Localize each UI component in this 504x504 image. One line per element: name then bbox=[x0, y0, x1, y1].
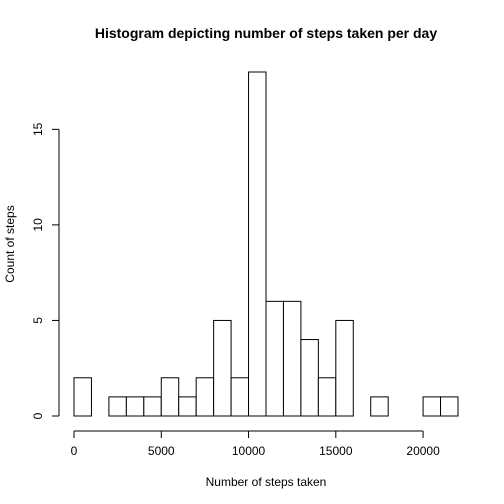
y-tick-label-2: 10 bbox=[31, 218, 45, 232]
bars-group bbox=[73, 71, 459, 417]
y-axis-label: Count of steps bbox=[3, 205, 17, 282]
y-tick-label-0: 0 bbox=[31, 412, 45, 419]
x-tick-label-3: 15000 bbox=[319, 444, 353, 458]
x-axis-label: Number of steps taken bbox=[206, 475, 327, 489]
histogram-bar-8 bbox=[213, 319, 232, 417]
y-tick-label-3: 15 bbox=[31, 122, 45, 136]
histogram-bar-20 bbox=[422, 396, 442, 417]
x-tick-label-1: 5000 bbox=[148, 444, 175, 458]
y-axis: 0 5 10 15 bbox=[31, 122, 60, 419]
histogram-bar-2 bbox=[108, 396, 127, 417]
histogram-bar-9 bbox=[230, 377, 250, 417]
x-tick-label-4: 20000 bbox=[406, 444, 440, 458]
histogram-bar-7 bbox=[195, 377, 215, 417]
x-tick-label-0: 0 bbox=[71, 444, 78, 458]
histogram-bar-17 bbox=[370, 396, 389, 417]
histogram-bar-6 bbox=[178, 396, 197, 417]
histogram-bar-14 bbox=[317, 377, 337, 417]
histogram-bar-15 bbox=[335, 319, 354, 417]
x-tick-label-2: 10000 bbox=[232, 444, 266, 458]
histogram-bar-11 bbox=[265, 300, 284, 417]
histogram-bar-3 bbox=[125, 396, 145, 417]
histogram-bar-10 bbox=[248, 71, 267, 417]
histogram-bar-13 bbox=[300, 339, 319, 417]
histogram-bar-5 bbox=[160, 377, 180, 417]
histogram-bar-0 bbox=[73, 377, 92, 417]
histogram-bar-4 bbox=[143, 396, 162, 417]
chart-title: Histogram depicting number of steps take… bbox=[95, 25, 438, 41]
histogram-bar-12 bbox=[282, 300, 302, 417]
histogram-bar-21 bbox=[440, 396, 459, 417]
y-tick-label-1: 5 bbox=[31, 317, 45, 324]
x-axis: 0 5000 10000 15000 20000 bbox=[71, 430, 440, 458]
